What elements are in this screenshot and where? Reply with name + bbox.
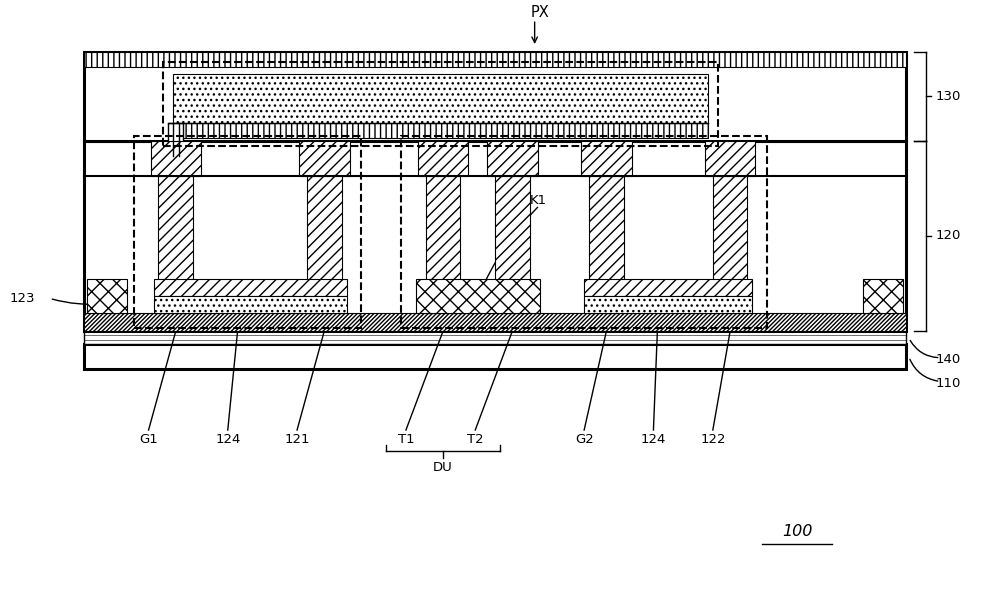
- Bar: [158, 175, 193, 313]
- Bar: [584, 297, 752, 313]
- Bar: [134, 136, 361, 328]
- Text: T2: T2: [467, 433, 484, 446]
- Bar: [173, 74, 708, 123]
- Text: 122: 122: [700, 433, 726, 446]
- Bar: [863, 278, 903, 313]
- Bar: [84, 52, 906, 141]
- Bar: [84, 52, 906, 67]
- Text: 124: 124: [215, 433, 240, 446]
- Text: 124: 124: [641, 433, 666, 446]
- Text: 123: 123: [9, 292, 35, 305]
- Bar: [416, 278, 540, 313]
- Bar: [163, 62, 718, 146]
- Bar: [487, 141, 538, 175]
- Bar: [713, 175, 747, 313]
- Text: 121: 121: [284, 433, 310, 446]
- Text: 140: 140: [936, 353, 961, 366]
- Text: 120: 120: [936, 230, 961, 242]
- Bar: [401, 136, 767, 328]
- Text: 130: 130: [936, 90, 961, 103]
- Bar: [584, 278, 752, 297]
- Bar: [173, 123, 708, 138]
- Text: 100: 100: [782, 524, 812, 540]
- Text: T1: T1: [398, 433, 414, 446]
- Text: DU: DU: [433, 460, 453, 474]
- Bar: [151, 141, 201, 175]
- Bar: [84, 331, 906, 344]
- Text: G1: G1: [139, 433, 158, 446]
- Bar: [299, 141, 350, 175]
- Bar: [418, 141, 468, 175]
- Text: PX: PX: [530, 5, 549, 19]
- Bar: [705, 141, 755, 175]
- Bar: [154, 297, 347, 313]
- Text: 110: 110: [936, 377, 961, 390]
- Bar: [581, 141, 632, 175]
- Bar: [84, 313, 906, 331]
- Bar: [87, 278, 127, 313]
- Text: G2: G2: [575, 433, 594, 446]
- Bar: [84, 344, 906, 368]
- Bar: [154, 278, 347, 297]
- Bar: [426, 175, 460, 313]
- Bar: [589, 175, 624, 313]
- Text: K1: K1: [530, 194, 547, 207]
- Bar: [84, 141, 906, 331]
- Bar: [168, 123, 183, 156]
- Bar: [307, 175, 342, 313]
- Bar: [495, 175, 530, 313]
